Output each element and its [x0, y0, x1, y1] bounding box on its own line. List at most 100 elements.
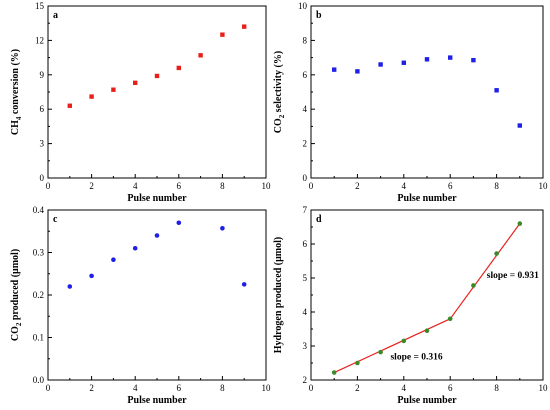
x-tick-label: 2: [355, 383, 360, 393]
x-tick-label: 8: [494, 181, 499, 191]
x-tick-label: 6: [177, 181, 182, 191]
data-point: [378, 349, 383, 355]
y-tick-label: 0: [40, 173, 45, 183]
x-tick-label: 6: [448, 181, 453, 191]
y-axis-label: Hydrogen produced (μmol): [273, 237, 284, 353]
x-axis-label: Pulse number: [397, 395, 457, 406]
data-point: [89, 94, 94, 99]
y-tick-label: 0: [303, 173, 308, 183]
y-tick-label: 0.3: [33, 248, 45, 258]
panel-letter: d: [316, 214, 322, 225]
panel-a: a 0 2 4 6 8 10 0 3 6 9 12 15 Pulse number CH4 conversi…: [10, 1, 271, 204]
panel-c: c 0 2 4 6 8 10 0.0 0.1 0.2 0.3 0.4 Pulse number CO2 p…: [10, 205, 271, 406]
x-tick-label: 4: [133, 181, 138, 191]
data-point: [447, 316, 453, 322]
x-tick-label: 4: [402, 181, 407, 191]
y-tick-label: 12: [35, 35, 44, 45]
data-point: [494, 88, 499, 93]
data-point: [331, 370, 337, 375]
x-tick-label: 0: [46, 181, 51, 191]
data-point: [154, 73, 160, 79]
data-point: [517, 221, 523, 226]
data-point: [424, 57, 430, 62]
y-tick-label: 6: [303, 239, 308, 249]
data-point: [355, 360, 360, 366]
data-point: [241, 282, 247, 287]
y-tick-label: 9: [40, 70, 45, 80]
data-point: [471, 283, 476, 288]
x-tick-label: 6: [448, 383, 453, 393]
fit-line: [333, 318, 451, 374]
data-point: [332, 67, 337, 72]
panel-b: b 0 2 4 6 8 10 0 2 4 6 8 10 Pulse number CO2 selectivi…: [273, 1, 548, 204]
x-axis-label: Pulse number: [397, 193, 457, 204]
y-tick-label: 0.1: [33, 333, 44, 343]
plot-frame: [47, 5, 267, 179]
data-point: [154, 233, 160, 238]
data-point: [111, 257, 116, 263]
y-tick-label: 4: [303, 104, 308, 114]
y-tick-label: 3: [303, 341, 308, 351]
x-tick-label: 10: [539, 181, 549, 191]
y-tick-label: 7: [303, 205, 308, 215]
x-tick-label: 2: [355, 181, 360, 191]
data-point: [198, 53, 203, 58]
data-point: [517, 123, 522, 128]
data-point: [401, 60, 406, 65]
data-point: [424, 328, 430, 334]
slope-annotation: slope = 0.316: [390, 353, 442, 363]
x-tick-label: 6: [177, 383, 182, 393]
panel-letter: c: [53, 214, 58, 225]
y-tick-label: 0.0: [33, 375, 45, 385]
data-point: [355, 69, 360, 74]
panel-letter: a: [53, 10, 58, 21]
data-point: [176, 65, 181, 71]
y-tick-label: 2: [303, 375, 308, 385]
y-tick-label: 2: [303, 139, 308, 149]
x-tick-label: 0: [309, 181, 314, 191]
y-tick-label: 6: [303, 70, 308, 80]
data-point: [242, 24, 247, 29]
y-tick-label: 3: [40, 139, 45, 149]
data-point: [494, 251, 499, 256]
y-tick-label: 0.4: [33, 205, 45, 215]
data-point: [133, 80, 138, 86]
y-axis-label: CO2 selectivity (%): [273, 51, 286, 133]
data-point: [176, 220, 182, 226]
data-point: [378, 62, 383, 67]
y-tick-label: 6: [40, 104, 45, 114]
x-tick-label: 0: [46, 383, 51, 393]
x-tick-label: 8: [220, 383, 225, 393]
x-tick-label: 8: [220, 181, 225, 191]
data-point: [401, 338, 407, 344]
y-axis-label: CO2 produced (μmol): [10, 249, 23, 341]
x-axis-label: Pulse number: [127, 193, 187, 204]
data-point: [471, 57, 476, 63]
data-point: [89, 273, 94, 279]
x-tick-label: 10: [262, 383, 272, 393]
x-tick-label: 2: [89, 383, 94, 393]
data-point: [448, 55, 453, 60]
y-tick-label: 15: [35, 1, 45, 11]
y-tick-label: 8: [303, 35, 308, 45]
x-axis-label: Pulse number: [127, 395, 187, 406]
x-tick-label: 2: [89, 181, 94, 191]
x-tick-label: 4: [402, 383, 407, 393]
y-tick-label: 5: [303, 273, 308, 283]
x-tick-label: 8: [494, 383, 499, 393]
x-tick-label: 10: [539, 383, 549, 393]
x-tick-label: 10: [262, 181, 272, 191]
x-tick-label: 0: [309, 383, 314, 393]
slope-annotation: slope = 0.931: [487, 271, 539, 281]
fit-line: [449, 223, 521, 320]
y-tick-label: 10: [298, 1, 308, 11]
data-point: [67, 103, 72, 108]
y-axis-label: CH4 conversion (%): [10, 49, 23, 135]
data-point: [220, 225, 225, 231]
plot-frame: [310, 5, 544, 179]
data-point: [111, 87, 116, 92]
y-tick-label: 4: [303, 307, 308, 317]
panel-letter: b: [316, 10, 322, 21]
